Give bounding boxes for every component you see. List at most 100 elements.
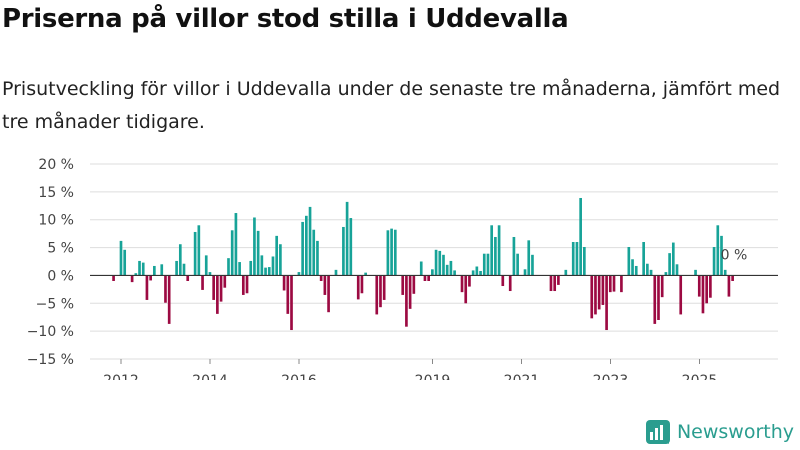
bar — [241, 275, 245, 295]
bar — [230, 230, 234, 276]
bar — [123, 249, 127, 276]
bar — [501, 275, 505, 287]
bar — [701, 275, 705, 314]
bar-chart: 20 %15 %10 %5 %0 %−5 %−10 %−15 % 2012201… — [27, 157, 778, 380]
bar — [723, 269, 727, 276]
bar — [197, 225, 201, 276]
bar — [260, 255, 264, 276]
bar — [445, 264, 449, 276]
bars — [112, 197, 734, 331]
bar — [312, 229, 316, 276]
bar — [646, 263, 649, 276]
bar — [308, 206, 312, 276]
bar — [297, 272, 301, 276]
bar — [390, 228, 393, 276]
chart-subtitle: Prisutveckling för villor i Uddevalla un… — [2, 78, 781, 133]
bar — [256, 230, 260, 276]
brand-name: Newsworthy — [676, 421, 794, 443]
bar — [112, 275, 115, 281]
bar — [219, 275, 223, 302]
bar — [497, 225, 501, 276]
bar — [375, 275, 379, 315]
y-tick-label: 0 % — [47, 268, 74, 284]
bar — [464, 275, 468, 304]
bar — [716, 225, 720, 276]
bar — [271, 256, 275, 276]
bar — [264, 267, 267, 276]
newsworthy-logo-icon — [645, 420, 670, 444]
x-tick-label: 2016 — [281, 373, 317, 380]
bar — [201, 275, 204, 290]
bar — [431, 269, 434, 276]
bar — [612, 275, 616, 292]
bar — [468, 275, 471, 287]
x-tick-label: 2012 — [103, 373, 139, 380]
bar — [119, 240, 123, 276]
bar — [290, 275, 293, 331]
bar — [434, 249, 438, 276]
bar — [327, 275, 330, 313]
bar — [223, 275, 227, 288]
bar — [471, 270, 475, 276]
bar — [186, 275, 190, 281]
bar — [245, 275, 249, 294]
bar — [627, 247, 631, 276]
x-tick-label: 2014 — [192, 373, 228, 380]
bar — [323, 275, 327, 295]
bar — [516, 253, 519, 276]
bar — [212, 275, 215, 300]
bar — [649, 269, 653, 276]
bar — [305, 215, 308, 276]
bar — [731, 275, 734, 281]
bar — [523, 269, 527, 276]
bar — [527, 240, 531, 276]
bar — [267, 267, 271, 276]
bar — [349, 218, 353, 276]
bar — [453, 270, 456, 276]
bar — [356, 275, 360, 300]
bar — [419, 261, 423, 276]
bar — [182, 263, 186, 276]
bar — [601, 275, 605, 305]
y-tick-label: 10 % — [38, 213, 74, 229]
bar — [553, 275, 557, 292]
brand-logo[interactable]: Newsworthy — [645, 419, 794, 445]
y-tick-label: −10 % — [27, 324, 74, 340]
bar — [634, 265, 638, 276]
bar — [364, 272, 367, 276]
bar — [405, 275, 408, 327]
bar — [642, 242, 645, 276]
bar — [360, 275, 364, 294]
y-tick-label: 5 % — [47, 241, 74, 257]
bar — [631, 259, 634, 276]
y-tick-label: 20 % — [38, 157, 74, 173]
bar — [345, 201, 349, 276]
bar — [679, 275, 683, 315]
bar — [590, 275, 594, 319]
bar — [557, 275, 560, 285]
bar — [575, 242, 579, 276]
x-tick-label: 2021 — [504, 373, 540, 380]
bar — [249, 260, 253, 276]
x-tick-label: 2019 — [415, 373, 451, 380]
bar — [508, 275, 512, 292]
bar — [234, 213, 238, 276]
bar — [401, 275, 405, 295]
bar — [130, 275, 134, 283]
bar — [460, 275, 464, 293]
x-tick-label: 2023 — [593, 373, 629, 380]
bar — [141, 262, 145, 276]
bar — [594, 275, 597, 315]
bar — [423, 275, 427, 281]
bar — [382, 275, 386, 300]
bar — [160, 264, 164, 276]
bar — [342, 226, 345, 276]
bar — [301, 221, 304, 276]
bar — [727, 275, 731, 297]
bar — [427, 275, 430, 281]
bar — [227, 258, 230, 276]
bar — [697, 275, 701, 297]
bar — [412, 275, 416, 294]
bar — [286, 275, 290, 314]
bar — [145, 275, 149, 300]
